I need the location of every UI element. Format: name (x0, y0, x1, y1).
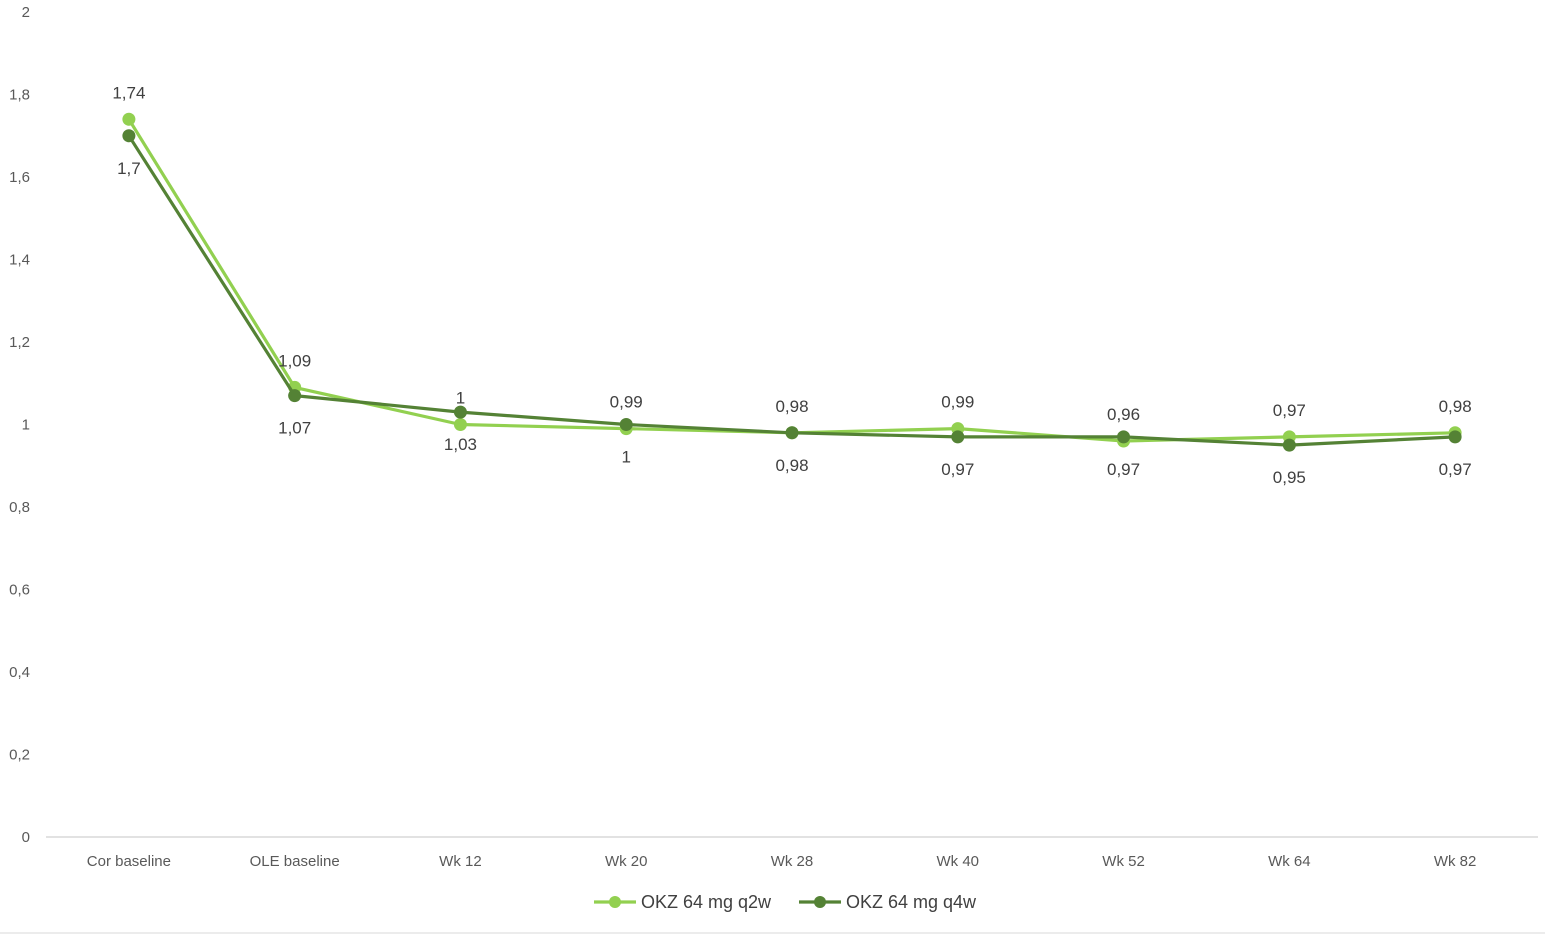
legend-item-2: OKZ 64 mg q4w (799, 892, 977, 912)
y-axis: 0 0,2 0,4 0,6 0,8 1 1,2 1,4 1,6 1,8 2 (9, 4, 30, 846)
legend-label: OKZ 64 mg q4w (846, 892, 977, 912)
data-label: 1,09 (278, 351, 311, 370)
x-tick-label: Cor baseline (87, 853, 171, 870)
y-tick-label: 2 (22, 4, 30, 21)
data-label: 0,98 (1439, 397, 1472, 416)
data-point (1117, 430, 1131, 444)
data-point (785, 426, 799, 440)
x-tick-label: OLE baseline (250, 853, 340, 870)
data-label: 1 (456, 389, 465, 408)
data-label: 1,74 (112, 83, 145, 102)
data-label: 0,99 (610, 393, 643, 412)
data-point (453, 418, 467, 431)
data-point (1282, 438, 1296, 452)
legend-label: OKZ 64 mg q2w (641, 892, 772, 912)
data-label: 0,97 (941, 460, 974, 479)
data-label: 0,97 (1107, 460, 1140, 479)
y-tick-label: 1,6 (9, 169, 30, 186)
y-tick-label: 0,8 (9, 499, 30, 516)
legend-item-1: OKZ 64 mg q2w (594, 892, 772, 912)
y-tick-label: 1 (22, 417, 30, 434)
data-label: 0,98 (775, 397, 808, 416)
data-label: 0,95 (1273, 468, 1306, 487)
data-label: 0,97 (1439, 460, 1472, 479)
series-layer (122, 112, 1462, 452)
data-label: 0,98 (775, 456, 808, 475)
data-point (453, 405, 467, 419)
data-label: 1 (621, 448, 630, 467)
y-tick-label: 1,2 (9, 334, 30, 351)
y-tick-label: 0 (22, 829, 30, 846)
data-label: 1,07 (278, 419, 311, 438)
legend: OKZ 64 mg q2w OKZ 64 mg q4w (594, 892, 977, 912)
x-tick-label: Wk 28 (771, 853, 814, 870)
series-line-1 (127, 117, 1457, 443)
x-tick-label: Wk 40 (937, 853, 980, 870)
data-point (619, 418, 633, 431)
legend-swatch-marker (814, 896, 826, 908)
y-tick-label: 1,8 (9, 87, 30, 104)
x-tick-label: Wk 20 (605, 853, 648, 870)
x-tick-label: Wk 12 (439, 853, 482, 870)
y-tick-label: 0,2 (9, 747, 30, 764)
x-tick-label: Wk 64 (1268, 853, 1311, 870)
data-point (1448, 430, 1462, 444)
y-tick-label: 0,6 (9, 582, 30, 599)
data-point (122, 129, 136, 143)
y-tick-label: 1,4 (9, 252, 30, 269)
x-axis: Cor baseline OLE baseline Wk 12 Wk 20 Wk 28 W… (87, 853, 1477, 870)
data-label: 0,96 (1107, 405, 1140, 424)
data-label: 1,7 (117, 159, 141, 178)
data-label: 0,99 (941, 393, 974, 412)
data-point (288, 389, 302, 403)
x-tick-label: Wk 52 (1102, 853, 1145, 870)
data-point (122, 112, 136, 126)
data-labels: 1,74 1,09 1 0,99 0,98 0,99 0,96 0,97 0,98 1,7 1,07… (112, 83, 1471, 487)
x-tick-label: Wk 82 (1434, 853, 1477, 870)
legend-swatch-marker (609, 896, 621, 908)
data-label: 0,97 (1273, 401, 1306, 420)
data-label: 1,03 (444, 435, 477, 454)
y-tick-label: 0,4 (9, 664, 30, 681)
data-point (951, 430, 965, 444)
